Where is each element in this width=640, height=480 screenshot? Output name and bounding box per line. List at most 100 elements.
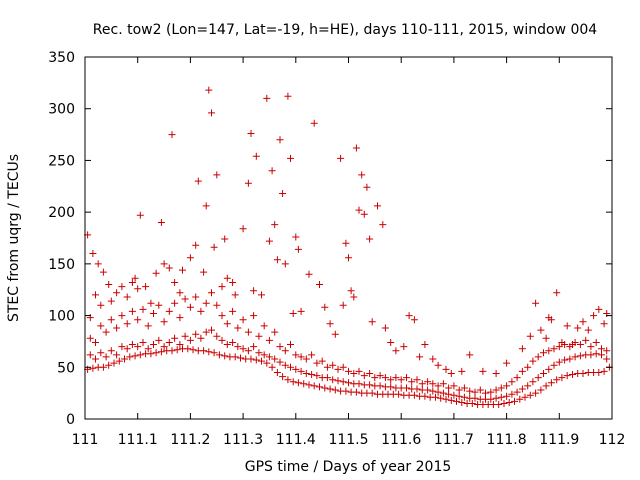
data-point bbox=[360, 372, 368, 380]
data-point bbox=[429, 387, 437, 395]
data-point bbox=[487, 395, 495, 403]
data-point bbox=[273, 256, 281, 264]
data-point bbox=[123, 293, 131, 301]
data-point bbox=[265, 336, 273, 344]
data-point bbox=[218, 336, 226, 344]
data-point bbox=[405, 312, 413, 320]
data-point bbox=[379, 221, 387, 229]
data-point bbox=[511, 397, 518, 405]
data-point bbox=[247, 355, 255, 363]
data-point bbox=[107, 297, 115, 305]
data-point bbox=[576, 341, 584, 348]
data-point bbox=[313, 372, 321, 380]
data-point bbox=[600, 320, 608, 328]
data-point bbox=[289, 378, 297, 386]
data-point bbox=[221, 235, 229, 243]
data-point bbox=[297, 307, 305, 315]
data-point bbox=[524, 382, 532, 390]
data-point bbox=[376, 382, 384, 390]
data-point bbox=[598, 345, 605, 353]
data-point bbox=[213, 301, 221, 309]
data-point bbox=[342, 387, 350, 395]
data-point bbox=[392, 374, 400, 382]
data-point bbox=[590, 312, 598, 320]
data-point bbox=[160, 318, 168, 326]
data-point bbox=[410, 391, 418, 399]
data-point bbox=[437, 394, 445, 402]
data-point bbox=[497, 384, 505, 392]
data-point bbox=[321, 384, 329, 392]
data-point bbox=[115, 357, 123, 365]
data-point bbox=[374, 202, 381, 210]
data-point bbox=[358, 171, 366, 179]
data-point bbox=[421, 392, 429, 400]
data-point bbox=[300, 380, 308, 388]
data-point bbox=[107, 316, 115, 324]
data-point bbox=[450, 382, 458, 390]
data-point bbox=[218, 312, 226, 320]
data-point bbox=[155, 336, 163, 344]
data-point bbox=[339, 378, 347, 386]
data-point bbox=[289, 310, 297, 317]
data-point bbox=[339, 363, 347, 371]
data-point bbox=[157, 219, 165, 226]
data-point bbox=[587, 351, 595, 359]
data-point bbox=[439, 389, 447, 397]
x-tick-label: 111.8 bbox=[487, 432, 527, 448]
data-point bbox=[584, 326, 592, 334]
data-point bbox=[150, 341, 157, 348]
data-point bbox=[239, 225, 247, 233]
data-point bbox=[276, 343, 284, 351]
data-point bbox=[273, 369, 281, 376]
data-point bbox=[176, 341, 184, 348]
data-point bbox=[537, 326, 545, 334]
data-point bbox=[421, 341, 429, 348]
data-point bbox=[231, 291, 239, 299]
data-point bbox=[258, 357, 265, 365]
data-point bbox=[255, 349, 263, 357]
data-point bbox=[231, 353, 239, 361]
data-point bbox=[118, 312, 126, 320]
data-point bbox=[142, 283, 150, 291]
data-point bbox=[263, 94, 271, 102]
data-point bbox=[513, 388, 521, 396]
data-point bbox=[134, 343, 142, 351]
y-tick-label: 200 bbox=[48, 205, 75, 221]
data-point bbox=[89, 364, 97, 372]
data-point bbox=[260, 351, 268, 359]
data-point bbox=[281, 260, 289, 268]
data-point bbox=[310, 382, 318, 390]
data-point bbox=[323, 374, 331, 382]
data-point bbox=[595, 369, 603, 376]
data-point bbox=[521, 393, 529, 401]
data-point bbox=[355, 380, 363, 388]
data-point bbox=[305, 270, 313, 278]
data-point bbox=[152, 349, 160, 357]
data-point bbox=[495, 401, 503, 408]
data-point bbox=[455, 392, 463, 400]
data-point bbox=[171, 334, 179, 342]
data-point bbox=[131, 352, 139, 360]
data-point bbox=[244, 328, 252, 336]
x-axis-ticks: 111 111.1 111.2 111.3 111.4 111.5 111.6 111.7 11… bbox=[72, 57, 625, 448]
data-point bbox=[558, 339, 566, 346]
data-point bbox=[339, 301, 347, 309]
data-point bbox=[271, 328, 279, 336]
data-point bbox=[105, 361, 113, 369]
data-point bbox=[144, 345, 152, 353]
data-point bbox=[429, 355, 437, 363]
data-point bbox=[508, 378, 516, 386]
data-point bbox=[208, 289, 215, 297]
data-point bbox=[202, 328, 210, 336]
data-point bbox=[176, 314, 184, 322]
data-point bbox=[482, 389, 489, 397]
data-point bbox=[263, 359, 271, 367]
data-point bbox=[550, 361, 558, 369]
data-marks bbox=[84, 86, 613, 408]
data-point bbox=[518, 345, 526, 353]
data-point bbox=[413, 376, 421, 384]
data-point bbox=[113, 324, 121, 332]
data-point bbox=[381, 374, 389, 382]
data-point bbox=[569, 371, 576, 378]
data-point bbox=[147, 299, 155, 307]
